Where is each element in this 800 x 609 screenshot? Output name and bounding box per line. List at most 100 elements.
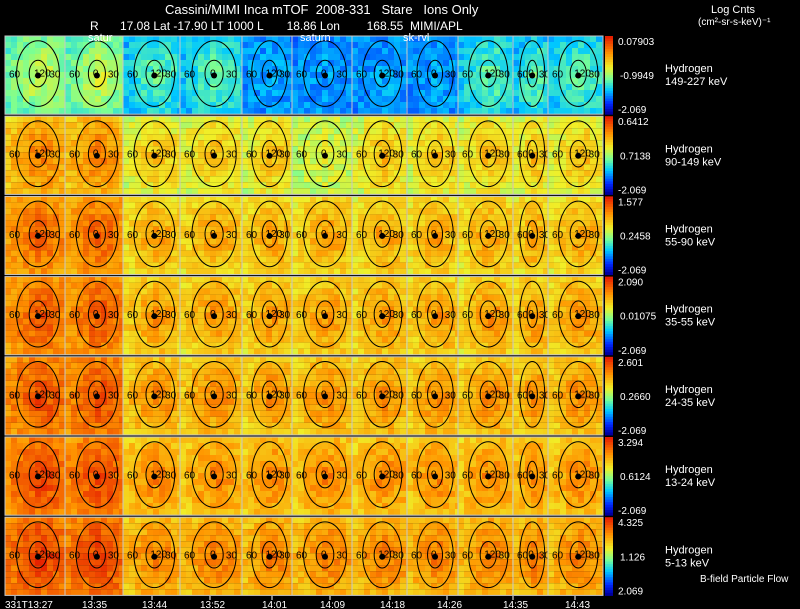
heatmap-cell (531, 134, 537, 141)
heatmap-cell (476, 232, 482, 239)
heatmap-cell (186, 244, 192, 251)
heatmap-cell (310, 268, 316, 275)
heatmap-cell (135, 158, 141, 165)
heatmap-cell (147, 262, 153, 269)
heatmap-cell (165, 96, 171, 102)
heatmap-cell (584, 170, 590, 177)
colorbar-min: -2.069 (618, 105, 647, 116)
heatmap-cell (322, 182, 328, 189)
heatmap-cell (388, 176, 394, 183)
heatmap-cell (400, 108, 406, 114)
heatmap-cell (113, 214, 119, 221)
heatmap-cell (186, 72, 192, 78)
heatmap-cell (400, 116, 406, 123)
heatmap-cell (513, 42, 519, 48)
heatmap-cell (352, 208, 358, 215)
heatmap-cell (554, 72, 560, 78)
heatmap-cell (23, 294, 29, 301)
heatmap-cell (11, 36, 17, 42)
heatmap-cell (513, 108, 519, 114)
heatmap-cell (290, 152, 292, 159)
heatmap-cell (210, 102, 216, 108)
heatmap-cell (431, 54, 437, 60)
heatmap-cell (59, 256, 65, 263)
heatmap-cell (248, 146, 254, 153)
heatmap-cell (458, 96, 464, 102)
heatmap-cell (494, 54, 500, 60)
heatmap-cell (519, 60, 525, 66)
heatmap-cell (572, 96, 578, 102)
heatmap-cell (204, 220, 210, 227)
heatmap-cell (494, 244, 500, 251)
heatmap-cell (494, 66, 500, 72)
heatmap-cell (413, 72, 419, 78)
heatmap-cell (53, 146, 59, 153)
heatmap-cell (198, 42, 204, 48)
heatmap-cell (298, 128, 304, 135)
heatmap-cell (346, 42, 352, 48)
heatmap-cell (228, 268, 234, 275)
heatmap-cell (394, 164, 400, 171)
heatmap-cell (572, 72, 578, 78)
heatmap-cell (240, 176, 242, 183)
heatmap-cell (272, 42, 278, 48)
heatmap-cell (113, 220, 119, 227)
heatmap-cell (159, 116, 165, 123)
heatmap-cell (284, 268, 290, 275)
heatmap-cell (590, 108, 596, 114)
heatmap-cell (147, 208, 153, 215)
heatmap-cell (204, 36, 210, 42)
heatmap-cell (531, 140, 537, 147)
heatmap-cell (340, 108, 346, 114)
heatmap-cell (531, 60, 537, 66)
heatmap-cell (254, 170, 260, 177)
heatmap-cell (123, 232, 129, 239)
heatmap-cell (425, 128, 431, 135)
heatmap-cell (77, 208, 83, 215)
heatmap-cell (254, 146, 260, 153)
angle-label: 0 (321, 69, 327, 80)
heatmap-cell (476, 60, 482, 66)
heatmap-cell (119, 102, 123, 108)
heatmap-cell (310, 188, 316, 195)
heatmap-cell (284, 90, 290, 96)
heatmap-cell (449, 182, 455, 189)
heatmap-cell (278, 208, 284, 215)
heatmap-cell (65, 108, 71, 114)
heatmap-cell (543, 36, 548, 42)
heatmap-cell (35, 42, 41, 48)
heatmap-cell (17, 176, 23, 183)
heatmap-cell (11, 164, 17, 171)
angle-label: 30 (226, 150, 238, 161)
heatmap-cell (328, 96, 334, 102)
heatmap-cell (242, 208, 248, 215)
heatmap-cell (23, 164, 29, 171)
heatmap-cell (71, 220, 77, 227)
heatmap-cell (560, 36, 566, 42)
heatmap-cell (11, 262, 17, 269)
heatmap-cell (171, 232, 177, 239)
heatmap-cell (165, 60, 171, 66)
heatmap-cell (388, 146, 394, 153)
heatmap-cell (165, 54, 171, 60)
heatmap-cell (29, 176, 35, 183)
heatmap-cell (590, 84, 596, 90)
contour-inner (28, 220, 48, 248)
heatmap-cell (364, 220, 370, 227)
heatmap-cell (242, 54, 248, 60)
heatmap-cell (500, 42, 506, 48)
heatmap-cell (11, 134, 17, 141)
heatmap-cell (95, 116, 101, 123)
heatmap-cell (83, 78, 89, 84)
heatmap-cell (204, 96, 210, 102)
heatmap-cell (310, 122, 316, 129)
heatmap-cell (572, 54, 578, 60)
heatmap-cell (159, 238, 165, 245)
heatmap-cell (228, 48, 234, 54)
heatmap-cell (35, 294, 41, 301)
heatmap-cell (400, 164, 406, 171)
heatmap-cell (198, 182, 204, 189)
heatmap-cell (298, 262, 304, 269)
heatmap-cell (449, 102, 455, 108)
heatmap-cell (425, 36, 431, 42)
